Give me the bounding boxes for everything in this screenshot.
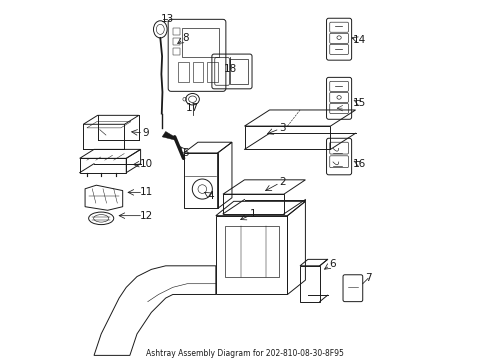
Text: 10: 10: [139, 159, 152, 169]
Text: 2: 2: [278, 177, 285, 186]
Text: 9: 9: [142, 128, 149, 138]
Text: 12: 12: [139, 211, 152, 221]
Text: 6: 6: [328, 259, 335, 269]
Text: 11: 11: [139, 187, 152, 197]
Text: 3: 3: [278, 123, 285, 133]
Text: 5: 5: [182, 148, 188, 158]
Text: 1: 1: [250, 209, 256, 219]
Text: 18: 18: [223, 64, 236, 74]
Text: 15: 15: [352, 98, 365, 108]
Text: 13: 13: [161, 14, 174, 24]
Text: 14: 14: [352, 35, 365, 45]
Text: Ashtray Assembly Diagram for 202-810-08-30-8F95: Ashtray Assembly Diagram for 202-810-08-…: [145, 349, 343, 358]
Text: 7: 7: [364, 273, 371, 283]
Text: 8: 8: [182, 33, 188, 43]
Polygon shape: [162, 131, 176, 140]
Text: 4: 4: [207, 191, 213, 201]
Text: 17: 17: [185, 103, 199, 113]
Text: 16: 16: [352, 159, 365, 169]
